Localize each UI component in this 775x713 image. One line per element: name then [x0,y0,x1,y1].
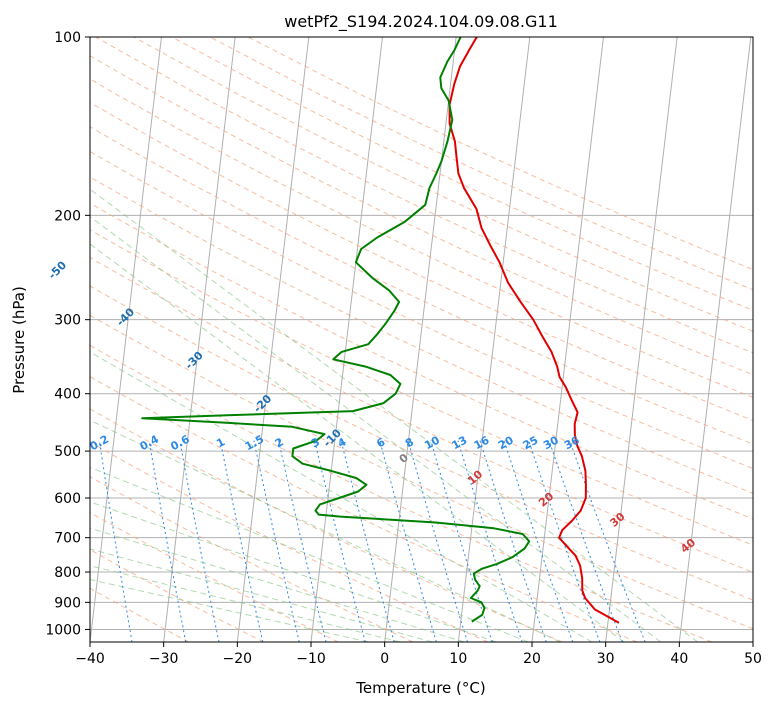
dry-adiabat-line [90,511,339,642]
moist-adiabat-line [90,188,698,642]
y-tick-label: 500 [54,444,81,460]
y-tick-label: 300 [54,313,81,329]
y-tick-label: 700 [54,531,81,547]
mixing-ratio-line [278,440,327,642]
y-tick-label: 900 [54,595,81,611]
axes: −40 −30 −20 −10 0 10 20 30 40 50 100 200 300 400 500 60… [45,30,762,667]
mixing-ratio-label: 25 [521,434,541,453]
mixing-ratio-line [253,440,300,642]
dry-adiabat-line [90,176,753,494]
dry-adiabat-line [90,408,563,642]
isotherm-line [384,37,457,642]
x-tick-label: −10 [296,651,326,667]
mixing-ratio-line [430,440,493,642]
dry-adiabat-line [90,441,488,642]
isotherm-line [678,37,752,642]
mixing-ratio-label: 30 [541,433,561,452]
isotherm-line [457,37,531,642]
dry-adiabat-line [90,150,753,469]
mixing-ratio-line [457,440,523,642]
moist-adiabat-line [90,419,561,642]
x-tick-label: 0 [380,651,389,667]
mixing-ratio-label: 20 [496,433,516,452]
mixing-ratio-line [503,440,574,642]
dewpoint-profile-line [141,37,531,623]
x-axis-label: Temperature (°C) [355,679,485,697]
y-tick-label: 800 [54,565,81,581]
y-tick-label: 100 [54,30,81,46]
y-tick-label: 1000 [45,622,81,638]
moist-adiabat-line [90,216,662,642]
isotherm-line [531,37,604,642]
x-tick-label: 10 [449,651,467,667]
mixing-ratio-line [219,440,264,642]
y-tick-label: 600 [54,491,81,507]
mixing-ratio-label: 10 [422,433,442,452]
temperature-profile-line [448,37,620,624]
moist-adiabat-line [90,351,593,642]
mixing-ratio-line [314,440,366,642]
dry-adiabat-line [90,256,753,573]
dry-adiabat-line [95,37,753,354]
moist-adiabat-line [90,548,433,642]
x-tick-label: 40 [670,651,688,667]
mixing-ratio-line [479,440,547,642]
y-tick-label: 400 [54,387,81,403]
mixing-ratio-line [379,440,437,642]
dry-adiabat-line [171,37,753,311]
plot-frame [89,36,754,643]
isotherm-line [310,37,383,642]
chart-title: wetPf2_S194.2024.104.09.08.G11 [284,12,558,32]
mixing-ratio-label: 13 [450,434,470,453]
mixing-ratio-line [528,440,601,642]
x-tick-label: −40 [75,651,105,667]
y-tick-label: 200 [54,208,81,224]
isotherm-line [605,37,678,642]
x-tick-label: 50 [744,651,762,667]
moist-adiabat-line [90,527,465,642]
isotherm-line [90,37,162,642]
profile-lines [141,37,620,624]
mixing-ratio-label: 16 [472,433,492,452]
dry-adiabat-line [90,202,753,520]
moist-adiabat-line [90,466,529,642]
dry-adiabat-line [90,285,753,601]
x-tick-label: −20 [223,651,253,667]
mixing-ratio-line [340,440,395,642]
mixing-ratio-label: 36 [562,433,582,452]
moist-adiabat-line [90,243,625,642]
mixing-ratio-line [407,440,468,642]
x-tick-label: −30 [149,651,179,667]
moist-adiabat-line [90,578,369,642]
dry-adiabat-line [90,101,753,422]
isotherm-line [236,37,310,642]
dry-adiabat-line [90,344,712,642]
x-tick-label: 30 [597,651,615,667]
y-axis-label: Pressure (hPa) [10,286,28,394]
dry-adiabat-line [90,55,753,376]
dry-adiabat-line [90,376,638,642]
background-lines [90,37,753,642]
mixing-ratio-line [548,440,623,642]
isotherm-line [163,37,236,642]
x-tick-label: 20 [523,651,541,667]
